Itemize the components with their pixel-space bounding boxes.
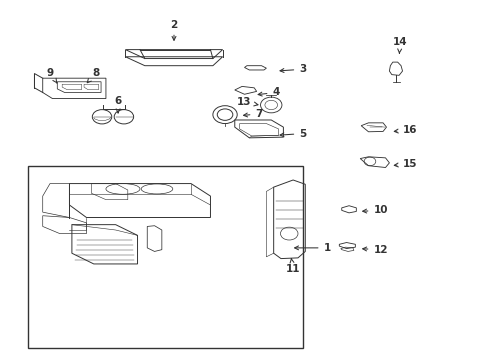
Bar [28, 166, 302, 348]
Text: 3: 3 [280, 64, 306, 74]
Text: 4: 4 [258, 87, 279, 98]
Text: 7: 7 [243, 109, 262, 119]
Text: 12: 12 [362, 245, 387, 255]
Text: 1: 1 [294, 243, 330, 253]
Text: 9: 9 [46, 68, 57, 83]
Text: 8: 8 [87, 68, 100, 83]
Text: 14: 14 [392, 37, 407, 53]
Text: 10: 10 [362, 205, 387, 215]
Text: 15: 15 [393, 159, 416, 169]
Text: 13: 13 [237, 97, 258, 107]
Text: 6: 6 [114, 96, 122, 113]
Text: 2: 2 [170, 19, 177, 40]
Text: 16: 16 [393, 125, 416, 135]
Text: 11: 11 [285, 258, 300, 274]
Text: 5: 5 [280, 129, 306, 139]
